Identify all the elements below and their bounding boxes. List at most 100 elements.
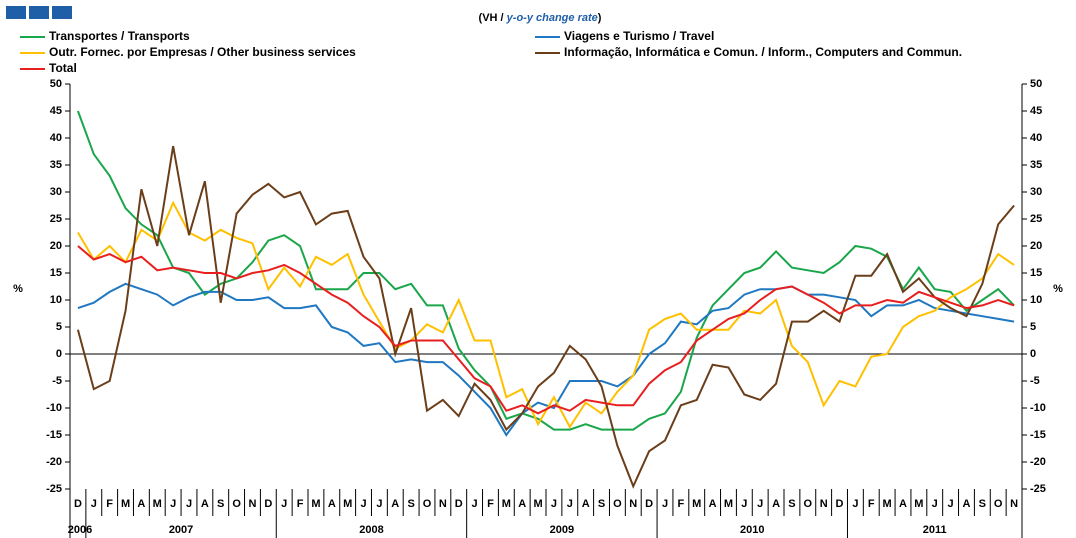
y2-tick-label: 35	[1030, 159, 1042, 171]
x-tick-label: M	[121, 498, 130, 510]
y-tick-label: -15	[46, 429, 62, 441]
x-tick-label: M	[311, 498, 320, 510]
y-tick-label: 35	[50, 159, 62, 171]
legend-label: Transportes / Transports	[49, 29, 190, 43]
y2-tick-label: 5	[1030, 321, 1036, 333]
y-axis-label: %	[13, 283, 23, 295]
y-tick-label: 15	[50, 267, 62, 279]
legend-label: Viagens e Turismo / Travel	[564, 29, 714, 43]
y2-tick-label: 15	[1030, 267, 1042, 279]
y-tick-label: 20	[50, 240, 62, 252]
x-tick-label: M	[153, 498, 162, 510]
x-tick-label: J	[360, 498, 366, 510]
legend-label: Informação, Informática e Comun. / Infor…	[564, 45, 962, 59]
x-tick-label: J	[170, 498, 176, 510]
y-tick-label: 40	[50, 132, 62, 144]
series-line	[76, 145, 1015, 489]
y2-tick-label: 50	[1030, 78, 1042, 90]
year-label: 2011	[923, 524, 947, 536]
series-line	[76, 110, 1015, 431]
x-tick-label: S	[217, 498, 224, 510]
x-tick-label: J	[741, 498, 747, 510]
x-tick-label: S	[979, 498, 986, 510]
x-tick-label: M	[533, 498, 542, 510]
year-label: 2006	[68, 524, 92, 536]
x-tick-label: N	[629, 498, 637, 510]
x-tick-label: M	[502, 498, 511, 510]
x-tick-label: O	[994, 498, 1003, 510]
y2-tick-label: -5	[1030, 375, 1040, 387]
x-tick-label: O	[613, 498, 622, 510]
x-tick-label: M	[692, 498, 701, 510]
x-tick-label: A	[582, 498, 590, 510]
logo	[6, 6, 72, 19]
x-tick-label: O	[423, 498, 432, 510]
year-label: 2008	[359, 524, 383, 536]
y2-tick-label: 45	[1030, 105, 1042, 117]
y2-tick-label: 0	[1030, 348, 1036, 360]
subtitle: (VH / y-o-y change rate)	[479, 12, 602, 24]
legend-label: Outr. Fornec. por Empresas / Other busin…	[49, 45, 356, 59]
x-tick-label: D	[74, 498, 82, 510]
series-line	[77, 200, 1015, 429]
x-tick-label: A	[328, 498, 336, 510]
x-tick-label: D	[836, 498, 844, 510]
x-tick-label: J	[852, 498, 858, 510]
y2-tick-label: 40	[1030, 132, 1042, 144]
y2-axis-label: %	[1053, 283, 1063, 295]
subtitle-part: (VH /	[479, 12, 507, 24]
x-tick-label: F	[677, 498, 684, 510]
x-tick-label: J	[567, 498, 573, 510]
y2-tick-label: -20	[1030, 456, 1046, 468]
x-tick-label: S	[788, 498, 795, 510]
x-tick-label: A	[962, 498, 970, 510]
x-tick-label: J	[757, 498, 763, 510]
x-tick-label: A	[709, 498, 717, 510]
x-tick-label: A	[391, 498, 399, 510]
y2-tick-label: 20	[1030, 240, 1042, 252]
x-tick-label: M	[883, 498, 892, 510]
year-label: 2010	[740, 524, 764, 536]
x-tick-label: F	[297, 498, 304, 510]
x-tick-label: J	[551, 498, 557, 510]
y-tick-label: 45	[50, 105, 62, 117]
y-tick-label: 5	[56, 321, 62, 333]
x-tick-label: J	[472, 498, 478, 510]
x-tick-label: D	[455, 498, 463, 510]
y-tick-label: 30	[50, 186, 62, 198]
x-tick-label: S	[407, 498, 414, 510]
x-tick-label: N	[1010, 498, 1018, 510]
x-tick-label: S	[598, 498, 605, 510]
x-tick-label: O	[232, 498, 241, 510]
x-tick-label: M	[343, 498, 352, 510]
y-tick-label: -10	[46, 402, 62, 414]
x-tick-label: O	[804, 498, 813, 510]
x-tick-label: F	[106, 498, 113, 510]
x-tick-label: N	[439, 498, 447, 510]
x-tick-label: J	[186, 498, 192, 510]
subtitle-part: )	[598, 12, 602, 24]
x-tick-label: A	[201, 498, 209, 510]
y-tick-label: 50	[50, 78, 62, 90]
x-tick-label: D	[645, 498, 653, 510]
x-tick-label: N	[820, 498, 828, 510]
x-tick-label: F	[868, 498, 875, 510]
y2-tick-label: -25	[1030, 483, 1046, 495]
year-label: 2007	[169, 524, 193, 536]
y-tick-label: 25	[50, 213, 62, 225]
x-tick-label: A	[518, 498, 526, 510]
y-tick-label: -5	[52, 375, 62, 387]
x-tick-label: F	[487, 498, 494, 510]
x-tick-label: N	[248, 498, 256, 510]
x-tick-label: J	[376, 498, 382, 510]
x-tick-label: A	[772, 498, 780, 510]
subtitle-part: y-o-y change rate	[506, 12, 598, 24]
x-tick-label: M	[914, 498, 923, 510]
y2-tick-label: 25	[1030, 213, 1042, 225]
series-line	[77, 245, 1015, 415]
y2-tick-label: -15	[1030, 429, 1046, 441]
y-tick-label: 10	[50, 294, 62, 306]
x-tick-label: M	[724, 498, 733, 510]
x-tick-label: D	[264, 498, 272, 510]
